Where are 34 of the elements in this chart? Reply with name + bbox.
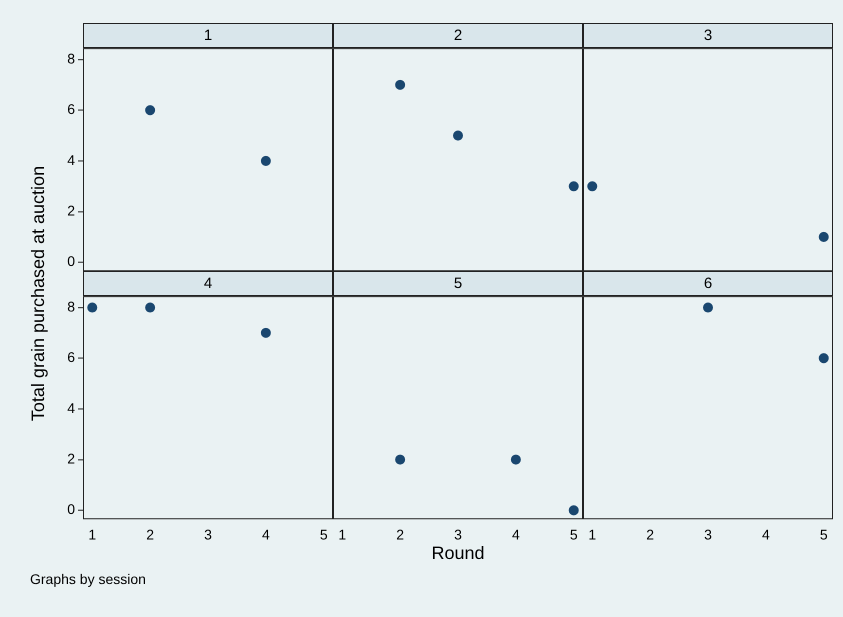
- chart-title: 5: [333, 271, 583, 296]
- x-tick-label: 2: [146, 526, 154, 543]
- x-tick-label: 5: [320, 526, 328, 543]
- x-tick-label: 3: [704, 526, 712, 543]
- y-tick-label: 0: [67, 501, 76, 518]
- y-tick-label: 4: [67, 400, 76, 416]
- x-tick-label: 4: [512, 526, 520, 543]
- x-tick-label: 2: [646, 526, 654, 543]
- chart-title: 4: [83, 271, 333, 296]
- y-tick-label: 4: [67, 152, 76, 168]
- y-tick-label: 0: [67, 253, 76, 270]
- y-axis-title: Total grain purchased at auction: [28, 166, 49, 422]
- y-tick-label: 8: [67, 50, 76, 66]
- x-tick-label: 4: [762, 526, 770, 543]
- y-tick-label: 6: [67, 349, 76, 366]
- x-tick-label: 5: [820, 526, 828, 543]
- chart-title: 1: [83, 23, 333, 48]
- text: Graphs by session: [30, 571, 146, 587]
- x-axis-title: Round: [432, 543, 485, 564]
- x-tick-label: 4: [262, 526, 270, 543]
- chart-title: 3: [583, 23, 833, 48]
- x-tick-label: 5: [570, 526, 578, 543]
- x-tick-label: 3: [454, 526, 462, 543]
- x-tick-label: 1: [338, 526, 346, 543]
- x-tick-label: 1: [588, 526, 596, 543]
- x-tick-label: 2: [396, 526, 404, 543]
- x-tick-label: 1: [88, 526, 96, 543]
- y-tick-label: 2: [67, 202, 76, 219]
- y-tick-label: 6: [67, 101, 76, 118]
- chart-title: 2: [333, 23, 583, 48]
- y-tick-label: 8: [67, 298, 76, 314]
- y-tick-label: 2: [67, 450, 76, 467]
- chart-title: 6: [583, 271, 833, 296]
- x-tick-label: 3: [204, 526, 212, 543]
